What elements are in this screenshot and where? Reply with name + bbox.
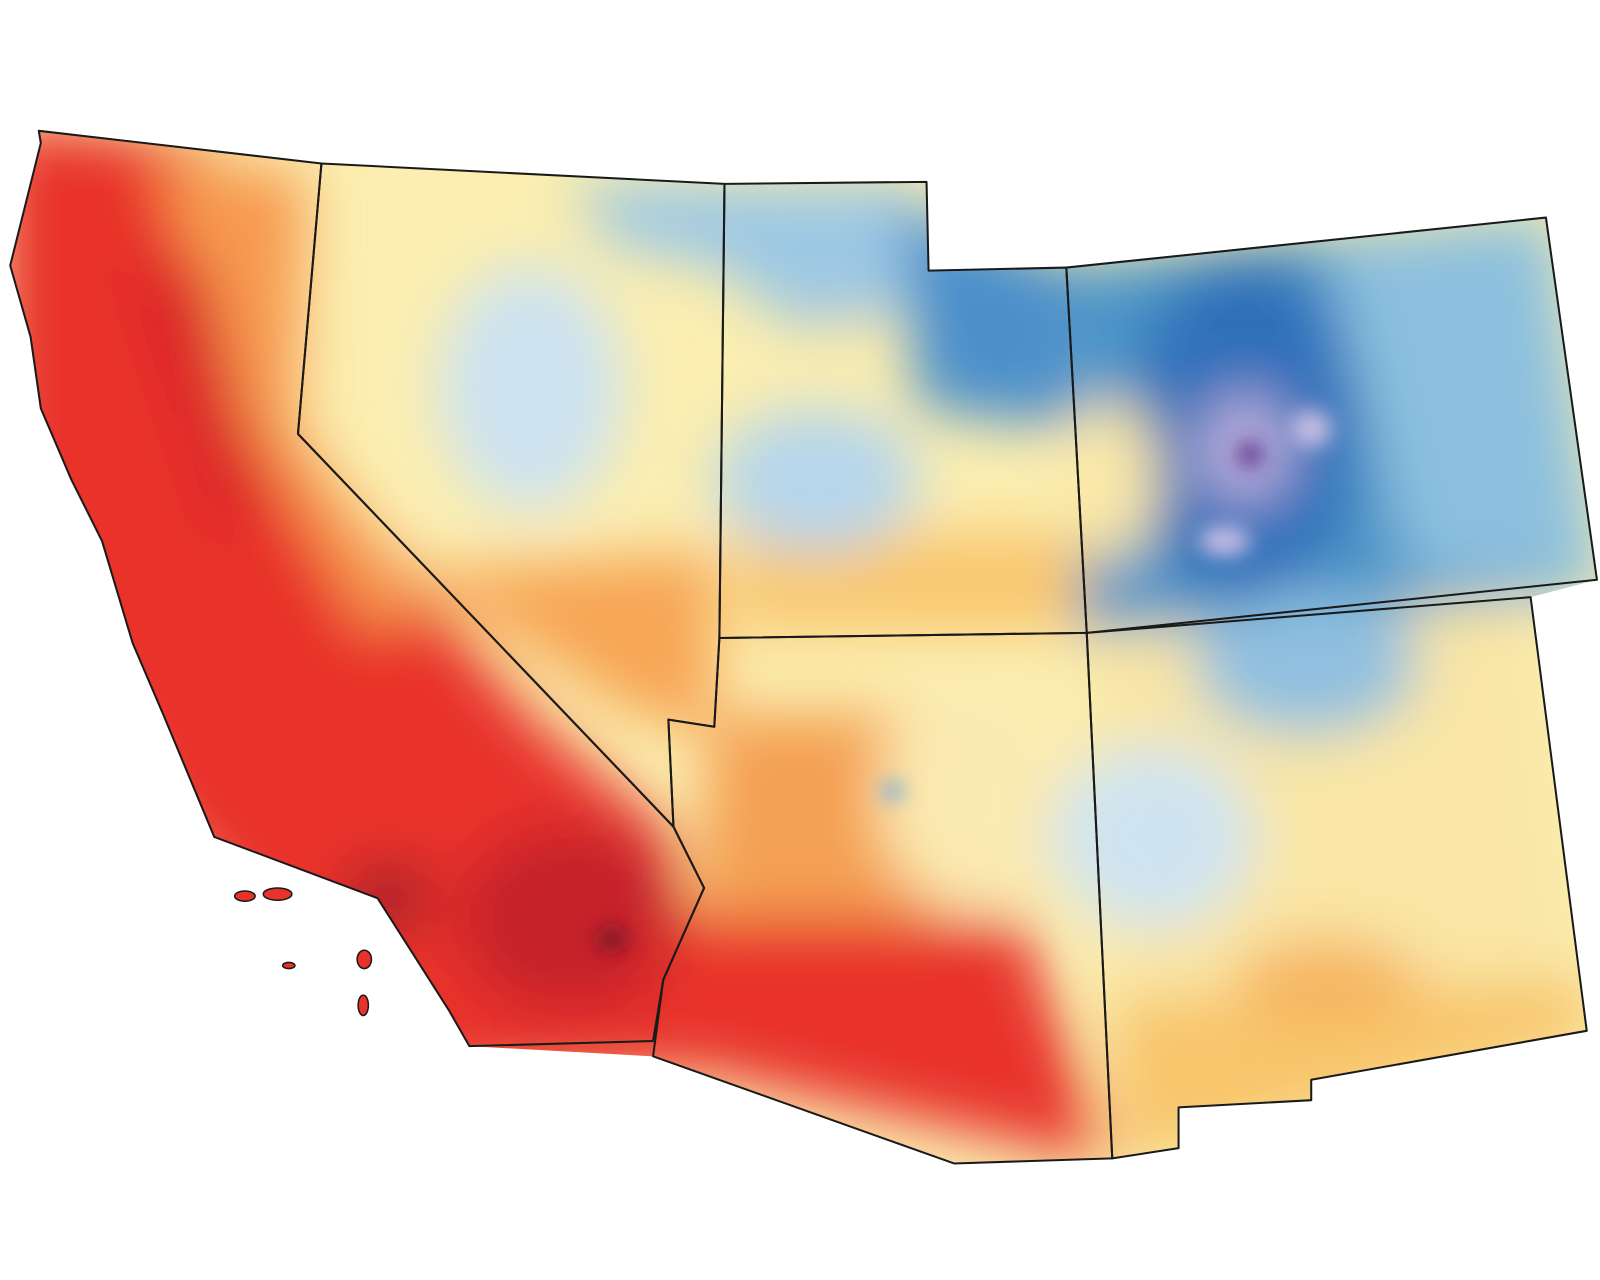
channel-islands <box>233 887 373 1017</box>
new-mexico-outline <box>1085 596 1588 1160</box>
temperature-field <box>10 130 1597 1164</box>
field-details <box>596 410 1332 950</box>
field-patches <box>10 130 1597 1164</box>
state-borders <box>9 129 1598 1165</box>
colorado-outline <box>1065 216 1598 634</box>
